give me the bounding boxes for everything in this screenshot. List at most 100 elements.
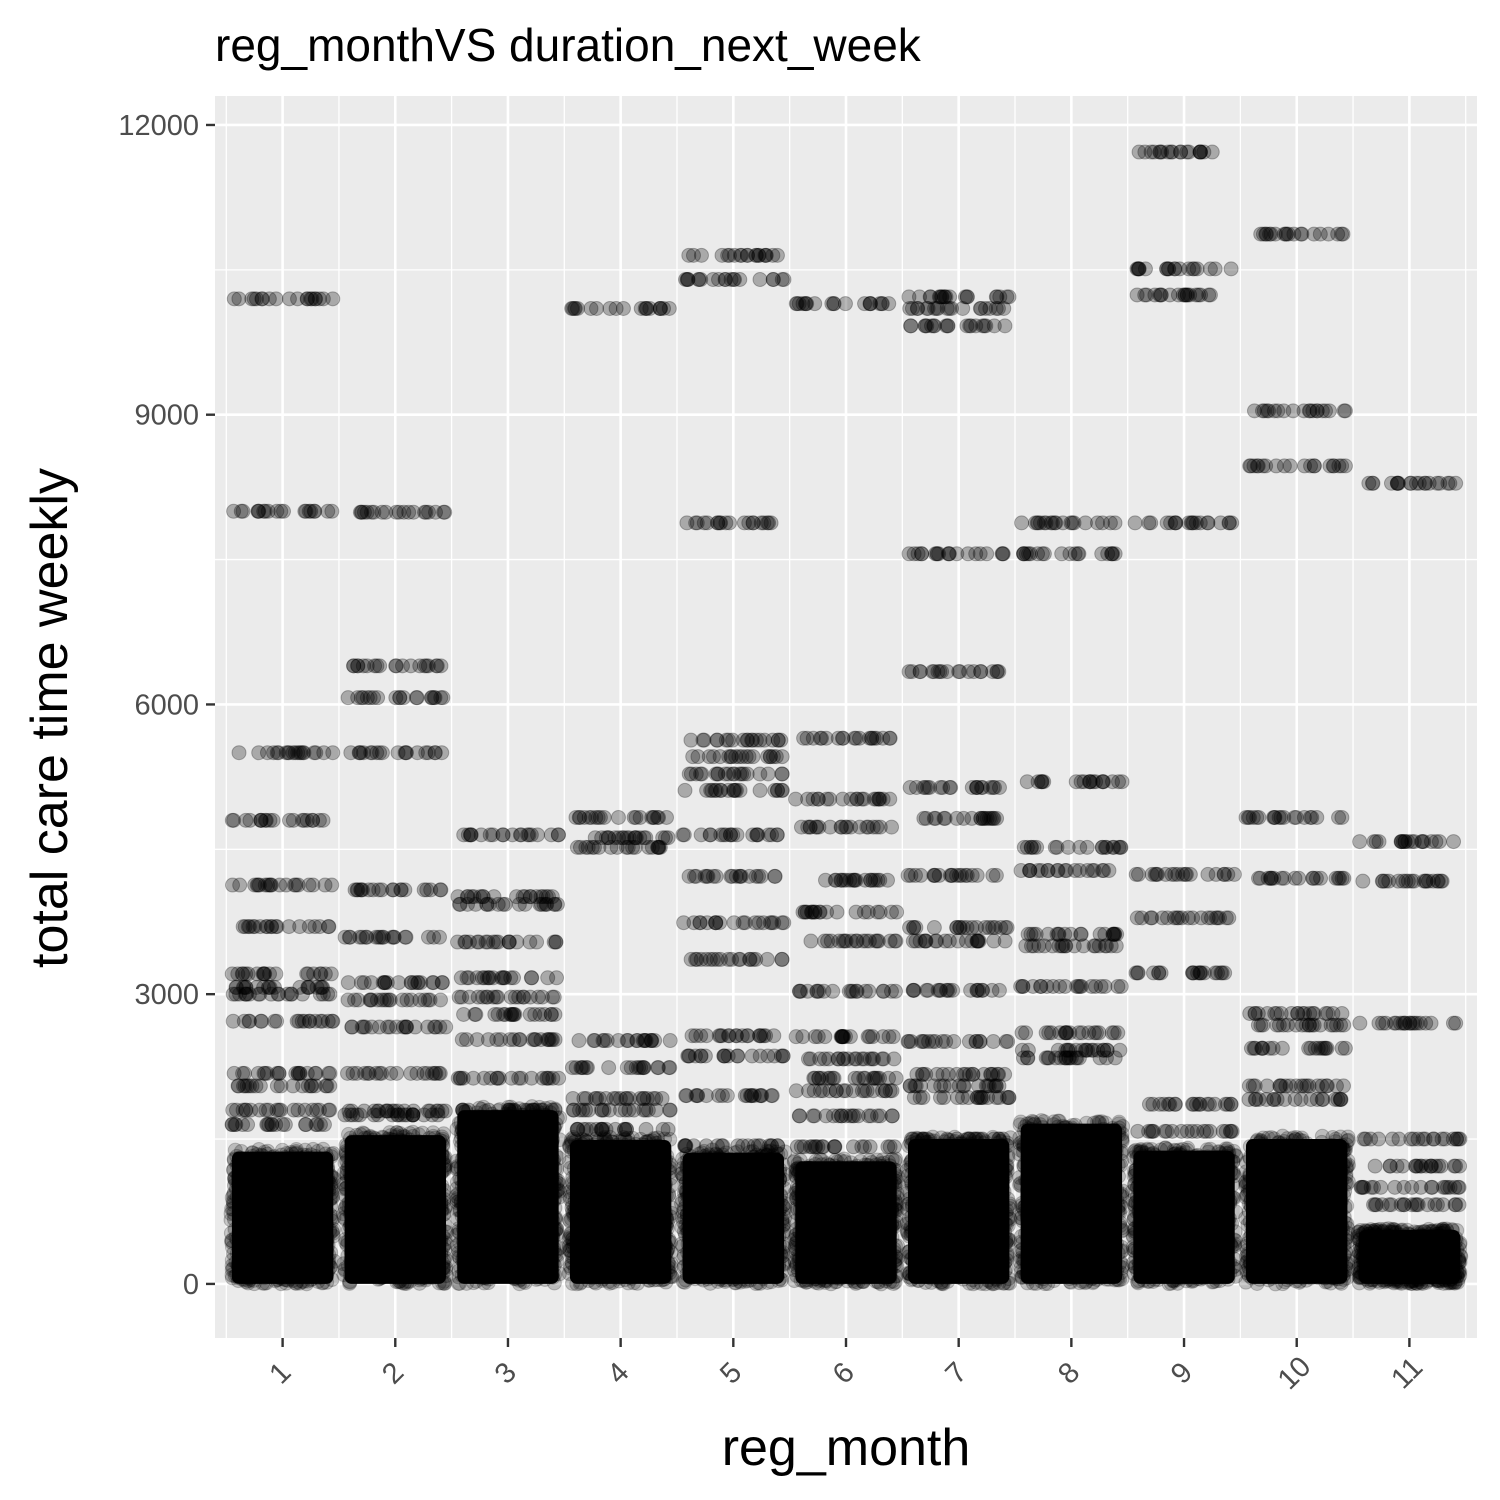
data-point	[237, 1102, 253, 1118]
data-point	[752, 782, 768, 798]
data-point	[389, 1107, 405, 1123]
data-point	[310, 1273, 326, 1289]
data-point	[252, 986, 268, 1002]
data-point	[225, 1240, 241, 1256]
data-point	[455, 1250, 471, 1266]
data-point	[267, 1273, 283, 1289]
data-point	[752, 271, 768, 287]
data-point	[760, 1048, 776, 1064]
data-point	[273, 1197, 289, 1213]
data-point	[388, 690, 404, 706]
data-point	[587, 1033, 603, 1049]
data-point	[285, 1272, 301, 1288]
data-point	[345, 1107, 361, 1123]
dense-point-band	[231, 1151, 334, 1284]
data-point	[403, 1201, 419, 1217]
data-point	[703, 782, 719, 798]
data-point	[295, 1242, 311, 1258]
data-point	[322, 986, 338, 1002]
data-point	[617, 1102, 633, 1118]
data-point	[252, 1226, 268, 1242]
data-point	[571, 1033, 587, 1049]
data-point	[304, 1171, 320, 1187]
data-point	[253, 1213, 269, 1229]
data-point	[383, 1179, 399, 1195]
data-point	[590, 1215, 606, 1231]
data-point	[359, 658, 375, 674]
data-point	[270, 1167, 286, 1183]
data-point	[489, 1070, 505, 1086]
data-point	[347, 882, 363, 898]
data-point	[768, 1268, 784, 1284]
data-point	[229, 1232, 245, 1248]
data-point	[317, 1175, 333, 1191]
data-point	[384, 1262, 400, 1278]
data-point	[305, 1168, 321, 1184]
data-point	[305, 1141, 321, 1157]
data-point	[518, 1186, 534, 1202]
x-tick-label: 1	[263, 1356, 297, 1390]
data-point	[295, 986, 311, 1002]
data-point	[272, 1189, 288, 1205]
data-point	[705, 271, 721, 287]
data-point	[291, 1013, 307, 1029]
data-point	[774, 766, 790, 782]
data-point	[305, 1250, 321, 1266]
data-point	[346, 1251, 362, 1267]
data-point	[295, 1151, 311, 1167]
data-point	[284, 1234, 300, 1250]
data-point	[495, 827, 511, 843]
data-point	[407, 1152, 423, 1168]
data-point	[325, 745, 341, 761]
data-point	[299, 1227, 315, 1243]
data-point	[587, 1139, 603, 1155]
data-point	[228, 1254, 244, 1270]
data-point	[254, 1171, 270, 1187]
data-point	[572, 839, 588, 855]
data-point	[712, 515, 728, 531]
data-point	[580, 1198, 596, 1214]
data-point	[542, 1142, 558, 1158]
data-point	[355, 690, 371, 706]
data-point	[628, 1136, 644, 1152]
data-point	[703, 1174, 719, 1190]
data-point	[311, 1222, 327, 1238]
data-point	[246, 1242, 262, 1258]
data-point	[430, 1107, 446, 1123]
data-point	[284, 1199, 300, 1215]
data-point	[317, 1213, 333, 1229]
data-point	[354, 929, 370, 945]
data-point	[389, 1065, 405, 1081]
data-point	[325, 1013, 341, 1029]
data-point	[465, 1070, 481, 1086]
data-point	[286, 1102, 302, 1118]
data-point	[745, 951, 761, 967]
data-point	[263, 1261, 279, 1277]
data-point	[767, 868, 783, 884]
data-point	[290, 1222, 306, 1238]
data-point	[493, 1139, 509, 1155]
data-point	[292, 745, 308, 761]
data-point	[296, 1249, 312, 1265]
data-point	[401, 504, 417, 520]
data-point	[345, 1213, 361, 1229]
data-point	[232, 1150, 248, 1166]
data-point	[774, 782, 790, 798]
data-point	[307, 1078, 323, 1094]
data-point	[479, 1177, 495, 1193]
data-point	[549, 970, 565, 986]
data-point	[470, 989, 486, 1005]
data-point	[513, 1070, 529, 1086]
data-point	[273, 1215, 289, 1231]
data-point	[298, 1268, 314, 1284]
data-point	[224, 1232, 240, 1248]
data-point	[588, 1239, 604, 1255]
data-point	[356, 975, 372, 991]
data-point	[228, 986, 244, 1002]
data-point	[631, 1060, 647, 1076]
data-point	[526, 1102, 542, 1118]
data-point	[650, 1060, 666, 1076]
data-point	[572, 809, 588, 825]
data-point	[322, 1225, 338, 1241]
data-point	[269, 1272, 285, 1288]
